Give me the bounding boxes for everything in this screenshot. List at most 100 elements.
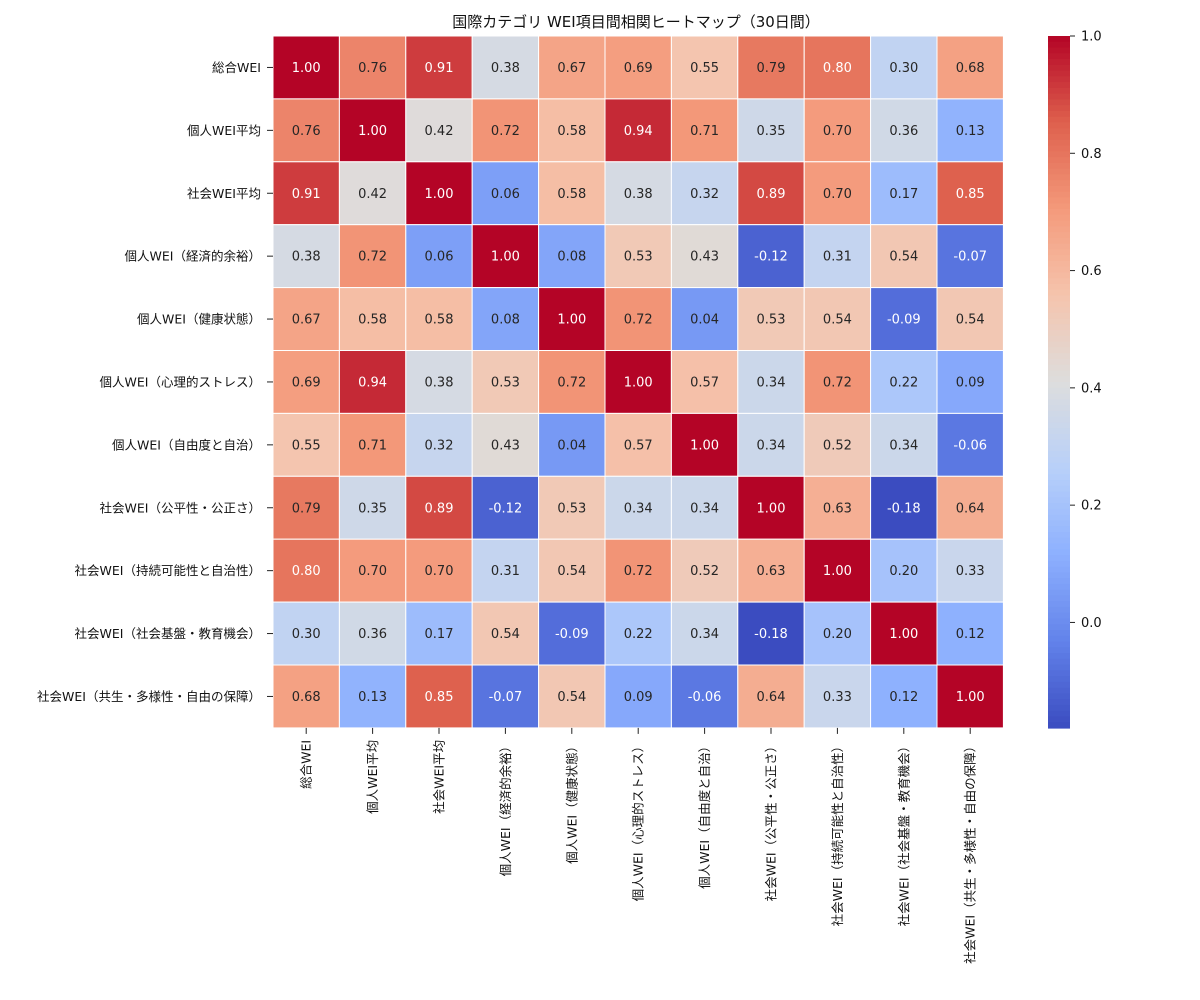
cell-value-2-10: 0.85 [956,187,985,202]
colorbar-segment-25 [1048,180,1070,187]
heatmap-cell-8-5 [604,538,672,603]
heatmap-cell-8-6 [670,538,739,603]
colorbar-segment-53 [1048,341,1070,348]
cell-value-3-1: 0.72 [358,250,387,265]
row-label-5: 個人WEI（心理的ストレス） [100,374,261,389]
colorbar-segment-97 [1048,595,1070,602]
cell-value-8-8: 1.00 [823,564,852,579]
colorbar-segment-50 [1048,324,1070,331]
heatmap-cell-0-7 [737,35,805,100]
cell-value-0-9: 0.30 [889,61,918,76]
colorbar-tick-label-4: 0.8 [1081,147,1102,162]
col-label-3: 個人WEI（経済的余裕） [498,740,513,876]
colorbar-segment-42 [1048,278,1070,285]
colorbar-segment-112 [1048,681,1070,689]
colorbar-segment-0 [1048,36,1070,43]
heatmap-cell-10-10 [936,664,1004,729]
heatmap-cell-3-10 [936,224,1004,289]
colorbar-segment-79 [1048,491,1070,498]
cell-value-1-5: 0.94 [624,124,653,139]
heatmap-cell-9-2 [405,601,473,666]
colorbar-segment-26 [1048,185,1070,193]
cell-value-2-7: 0.89 [757,187,786,202]
heatmap-cell-10-9 [870,664,938,729]
cell-value-3-5: 0.53 [624,250,653,265]
heatmap-cell-1-6 [670,98,739,163]
colorbar-segment-56 [1048,358,1070,366]
cell-value-8-0: 0.80 [292,564,321,579]
heatmap-cell-0-10 [936,35,1004,100]
colorbar-segment-92 [1048,566,1070,573]
heatmap-cell-10-4 [538,664,606,729]
row-label-1: 個人WEI平均 [187,123,261,138]
colorbar-segment-60 [1048,382,1070,389]
cell-value-6-9: 0.34 [889,438,918,453]
cell-value-1-1: 1.00 [358,124,387,139]
cell-value-5-8: 0.72 [823,375,852,390]
heatmap-cell-3-3 [471,224,540,289]
colorbar-segment-80 [1048,497,1070,504]
colorbar-segment-95 [1048,583,1070,591]
colorbar-segment-118 [1048,716,1070,723]
heatmap-cell-8-7 [737,538,805,603]
cell-value-7-7: 1.00 [757,501,786,516]
cell-value-7-0: 0.79 [292,501,321,516]
heatmap-cell-7-3 [471,475,540,540]
heatmap-cell-6-10 [936,412,1004,477]
cell-value-4-7: 0.53 [757,313,786,328]
cell-value-4-6: 0.04 [690,313,719,328]
heatmap-cell-0-5 [604,35,672,100]
cell-value-0-8: 0.80 [823,61,852,76]
heatmap-cell-4-6 [670,287,739,352]
colorbar-segment-52 [1048,335,1070,343]
colorbar-segment-77 [1048,480,1070,487]
cell-value-10-0: 0.68 [292,690,321,705]
colorbar-segment-110 [1048,670,1070,677]
heatmap-cell-8-3 [471,538,540,603]
cell-value-1-7: 0.35 [757,124,786,139]
colorbar-segment-27 [1048,191,1070,199]
cell-value-7-4: 0.53 [557,501,586,516]
heatmap-cell-9-5 [604,601,672,666]
cell-value-2-6: 0.32 [690,187,719,202]
heatmap-cell-6-0 [272,412,340,477]
colorbar-segment-7 [1048,76,1070,83]
column-labels: 総合WEI 個人WEI平均 社会WEI平均 個人WEI（経済的余裕） 個人WEI（健康状… [299,727,978,964]
colorbar-segment-116 [1048,704,1070,712]
colorbar-segment-93 [1048,572,1070,579]
colorbar-segment-17 [1048,134,1070,141]
colorbar-segment-39 [1048,260,1070,268]
cell-value-4-5: 0.72 [624,313,653,328]
heatmap-cell-9-8 [803,601,872,666]
cell-value-10-9: 0.12 [889,690,918,705]
col-label-7: 社会WEI（公平性・公正さ） [764,740,779,901]
cell-value-1-6: 0.71 [690,124,719,139]
colorbar-segment-16 [1048,128,1070,135]
colorbar-segment-51 [1048,330,1070,337]
heatmap-cell-9-4 [538,601,606,666]
cell-value-7-2: 0.89 [425,501,454,516]
cell-value-4-8: 0.54 [823,313,852,328]
cell-value-8-3: 0.31 [491,564,520,579]
colorbar-segment-33 [1048,226,1070,233]
heatmap-cell-3-6 [670,224,739,289]
heatmap-cell-3-2 [405,224,473,289]
cell-value-9-4: -0.09 [555,627,589,642]
colorbar-segment-63 [1048,399,1070,406]
cell-value-6-6: 1.00 [690,438,719,453]
heatmap-cell-8-8 [803,538,872,603]
colorbar-segment-47 [1048,307,1070,314]
colorbar-segment-73 [1048,456,1070,464]
colorbar-segment-45 [1048,295,1070,302]
heatmap-cell-1-2 [405,98,473,163]
colorbar-segment-117 [1048,710,1070,718]
heatmap-cell-1-10 [936,98,1004,163]
cell-value-4-1: 0.58 [358,313,387,328]
cell-value-8-2: 0.70 [425,564,454,579]
cell-value-10-8: 0.33 [823,690,852,705]
colorbar-segment-58 [1048,370,1070,377]
colorbar-segment-18 [1048,139,1070,147]
cell-value-2-9: 0.17 [889,187,918,202]
colorbar-segment-68 [1048,428,1070,435]
colorbar-segment-48 [1048,312,1070,320]
